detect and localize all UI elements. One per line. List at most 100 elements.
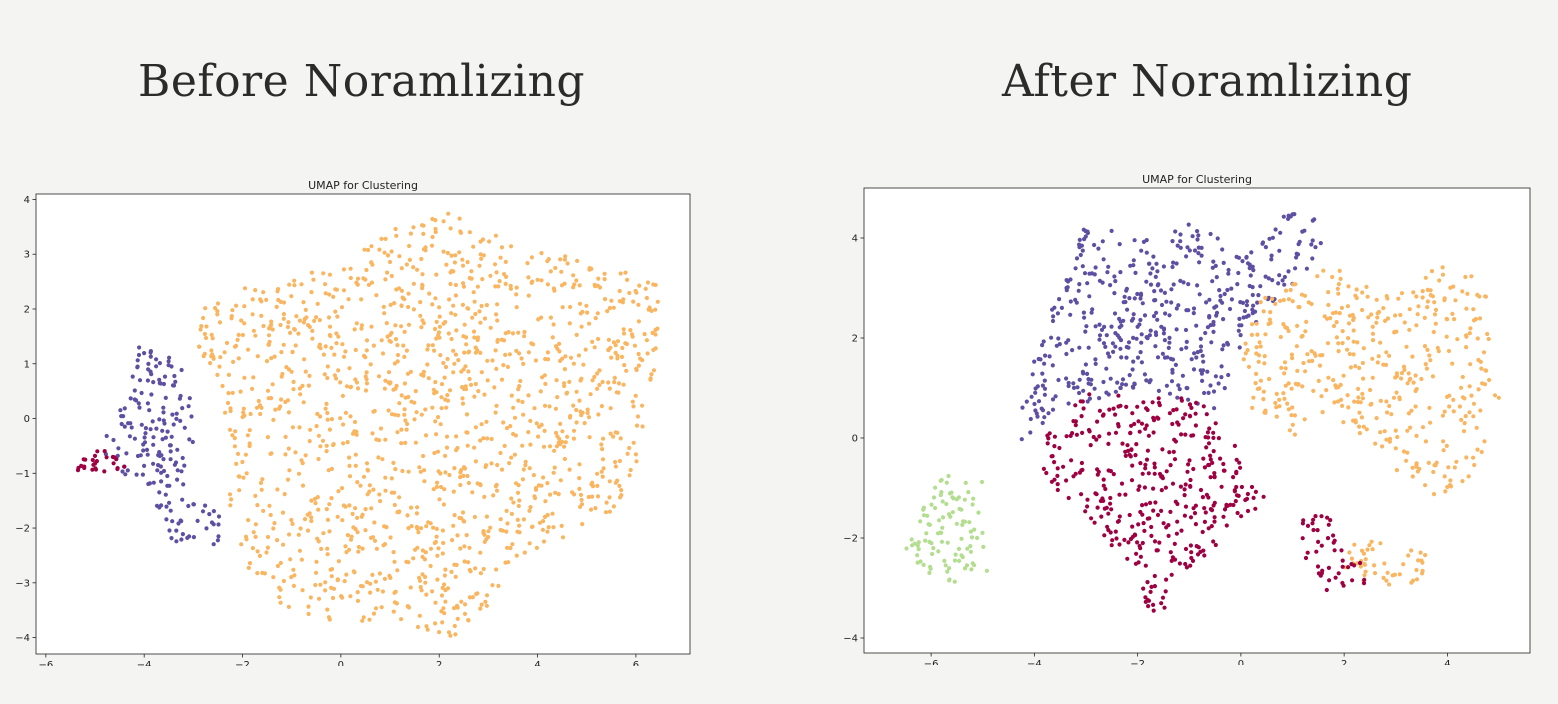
scatter-point-orange (377, 247, 382, 252)
scatter-point-green (931, 546, 936, 551)
scatter-point-orange (567, 379, 572, 384)
scatter-point-orange (208, 361, 213, 366)
scatter-point-orange (391, 550, 396, 555)
scatter-point-orange (432, 326, 438, 332)
scatter-point-orange (577, 462, 582, 467)
scatter-point-crimson (1113, 412, 1118, 417)
scatter-point-orange (422, 468, 427, 473)
scatter-point-purple (1293, 266, 1298, 271)
scatter-point-purple (156, 453, 161, 458)
scatter-point-orange (1485, 331, 1490, 337)
scatter-point-orange (433, 296, 438, 301)
scatter-point-orange (453, 282, 458, 288)
scatter-point-orange (258, 411, 263, 417)
scatter-point-orange (1437, 278, 1442, 283)
scatter-point-orange (238, 389, 243, 394)
scatter-point-orange (433, 621, 438, 626)
scatter-point-orange (441, 360, 446, 366)
scatter-point-orange (1359, 548, 1365, 553)
scatter-point-crimson (1181, 416, 1186, 421)
scatter-point-purple (1154, 261, 1159, 266)
scatter-point-orange (1450, 361, 1455, 366)
scatter-point-orange (505, 521, 510, 526)
scatter-point-orange (338, 380, 343, 385)
scatter-point-orange (383, 524, 389, 529)
scatter-point-crimson (91, 462, 96, 467)
scatter-point-orange (286, 320, 291, 325)
scatter-point-orange (462, 544, 467, 549)
scatter-point-crimson (1234, 493, 1240, 498)
scatter-point-crimson (1319, 514, 1324, 519)
scatter-point-purple (1128, 263, 1133, 268)
scatter-point-orange (543, 381, 548, 386)
scatter-point-orange (512, 452, 518, 457)
scatter-point-orange (271, 526, 276, 531)
scatter-point-orange (309, 270, 314, 275)
scatter-point-orange (389, 476, 394, 481)
scatter-point-orange (634, 423, 640, 428)
scatter-point-crimson (1208, 475, 1213, 480)
scatter-point-purple (1036, 399, 1042, 404)
scatter-point-orange (1405, 428, 1410, 433)
scatter-point-orange (1422, 344, 1428, 349)
scatter-point-purple (1244, 254, 1249, 260)
scatter-point-orange (348, 414, 353, 419)
scatter-point-orange (355, 480, 360, 485)
scatter-point-orange (498, 255, 503, 260)
scatter-point-orange (340, 393, 345, 398)
scatter-point-orange (627, 473, 632, 478)
scatter-point-crimson (1141, 586, 1146, 591)
scatter-point-purple (1086, 381, 1091, 386)
scatter-point-orange (382, 250, 387, 255)
scatter-point-orange (327, 333, 332, 338)
scatter-point-orange (584, 303, 589, 308)
scatter-point-purple (118, 408, 123, 413)
scatter-point-orange (387, 259, 393, 265)
scatter-point-purple (1170, 239, 1175, 244)
scatter-point-orange (388, 575, 393, 580)
scatter-point-orange (527, 541, 532, 546)
scatter-point-crimson (1117, 492, 1122, 497)
scatter-point-orange (1483, 368, 1488, 373)
scatter-point-orange (395, 568, 400, 573)
scatter-point-orange (1333, 310, 1338, 315)
scatter-point-crimson (1089, 516, 1094, 521)
scatter-point-orange (541, 475, 546, 480)
scatter-point-crimson (1172, 541, 1177, 546)
scatter-point-crimson (1108, 501, 1113, 506)
scatter-point-orange (1368, 387, 1373, 393)
scatter-point-orange (377, 571, 382, 576)
scatter-point-orange (1357, 424, 1362, 429)
scatter-point-crimson (1187, 413, 1192, 418)
scatter-point-orange (481, 530, 486, 536)
scatter-point-purple (1221, 317, 1226, 322)
scatter-point-purple (1148, 271, 1153, 276)
scatter-point-purple (1117, 316, 1122, 321)
scatter-point-crimson (1071, 474, 1076, 479)
scatter-point-crimson (1116, 424, 1121, 429)
scatter-point-purple (1029, 394, 1034, 399)
scatter-point-crimson (1332, 548, 1337, 553)
scatter-point-purple (1100, 280, 1105, 285)
scatter-point-crimson (1253, 506, 1258, 511)
scatter-point-purple (1056, 336, 1061, 341)
scatter-point-purple (168, 457, 173, 462)
scatter-point-orange (411, 265, 416, 270)
scatter-point-purple (161, 457, 166, 462)
scatter-point-orange (479, 303, 484, 309)
scatter-point-orange (575, 258, 580, 263)
scatter-point-purple (1201, 359, 1206, 364)
scatter-point-crimson (1138, 461, 1143, 466)
scatter-point-orange (447, 297, 452, 302)
scatter-point-orange (502, 443, 507, 448)
scatter-point-orange (1428, 420, 1433, 425)
scatter-point-orange (1420, 560, 1425, 565)
scatter-point-orange (525, 261, 530, 266)
scatter-point-orange (382, 311, 387, 316)
scatter-point-orange (1448, 285, 1453, 290)
scatter-point-purple (1170, 370, 1175, 375)
scatter-point-orange (449, 253, 454, 258)
scatter-point-orange (514, 285, 519, 290)
scatter-point-purple (1074, 300, 1079, 305)
scatter-point-orange (653, 307, 658, 312)
